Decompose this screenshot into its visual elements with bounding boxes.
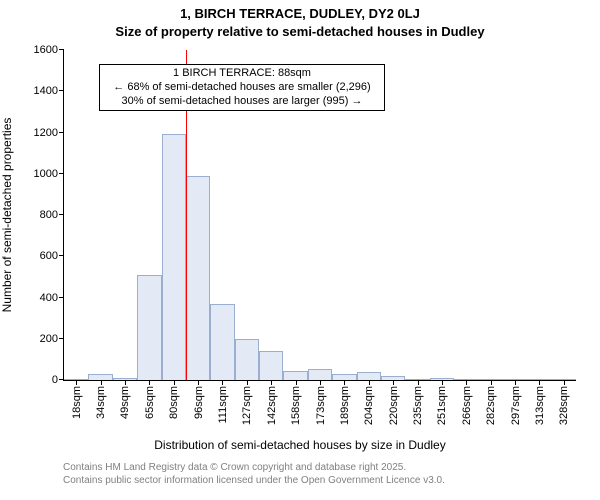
x-tick-mark (369, 380, 370, 385)
x-tick-label: 65sqm (144, 386, 156, 419)
x-tick-label: 235sqm (412, 386, 424, 425)
x-tick-mark (418, 380, 419, 385)
x-tick-mark (222, 380, 223, 385)
x-tick-label: 80sqm (168, 386, 180, 419)
histogram-bar (210, 304, 234, 380)
histogram-bar (186, 176, 210, 380)
y-tick-label: 600 (40, 250, 64, 262)
histogram-bar (137, 275, 161, 380)
x-tick-mark (149, 380, 150, 385)
histogram-bar (308, 369, 332, 380)
x-tick-mark (76, 380, 77, 385)
x-tick-label: 328sqm (558, 386, 570, 425)
x-tick-label: 313sqm (534, 386, 546, 425)
x-tick-mark (393, 380, 394, 385)
x-tick-label: 266sqm (461, 386, 473, 425)
x-tick-label: 96sqm (193, 386, 205, 419)
y-tick-label: 0 (52, 374, 64, 386)
x-tick-mark (296, 380, 297, 385)
x-tick-mark (539, 380, 540, 385)
y-axis-label: Number of semi-detached properties (0, 118, 14, 313)
x-tick-label: 282sqm (485, 386, 497, 425)
x-tick-mark (198, 380, 199, 385)
chart-title-line2: Size of property relative to semi-detach… (0, 24, 600, 39)
x-tick-mark (125, 380, 126, 385)
annotation-line: ← 68% of semi-detached houses are smalle… (104, 81, 380, 95)
y-tick-label: 800 (40, 209, 64, 221)
x-tick-mark (442, 380, 443, 385)
x-tick-mark (271, 380, 272, 385)
y-tick-label: 1200 (34, 127, 64, 139)
x-tick-mark (320, 380, 321, 385)
x-tick-mark (247, 380, 248, 385)
x-tick-mark (515, 380, 516, 385)
x-tick-mark (491, 380, 492, 385)
y-tick-label: 1000 (34, 168, 64, 180)
x-tick-mark (466, 380, 467, 385)
x-axis-label: Distribution of semi-detached houses by … (0, 438, 600, 452)
x-tick-label: 251sqm (436, 386, 448, 425)
x-tick-label: 297sqm (510, 386, 522, 425)
chart-title-line1: 1, BIRCH TERRACE, DUDLEY, DY2 0LJ (0, 6, 600, 21)
x-tick-label: 158sqm (290, 386, 302, 425)
x-tick-label: 111sqm (217, 386, 229, 424)
histogram-bar (283, 371, 307, 380)
y-tick-label: 1400 (34, 85, 64, 97)
x-tick-mark (344, 380, 345, 385)
annotation-box: 1 BIRCH TERRACE: 88sqm← 68% of semi-deta… (99, 64, 385, 111)
x-tick-mark (101, 380, 102, 385)
annotation-line: 30% of semi-detached houses are larger (… (104, 95, 380, 109)
histogram-bar (235, 339, 259, 380)
histogram-chart: 1, BIRCH TERRACE, DUDLEY, DY2 0LJ Size o… (0, 0, 600, 500)
x-tick-label: 18sqm (71, 386, 83, 419)
histogram-bar (162, 134, 186, 380)
footer-line1: Contains HM Land Registry data © Crown c… (63, 462, 406, 473)
histogram-bar (357, 372, 381, 380)
x-tick-label: 127sqm (241, 386, 253, 425)
x-tick-mark (174, 380, 175, 385)
x-tick-label: 189sqm (339, 386, 351, 425)
x-tick-label: 220sqm (388, 386, 400, 425)
plot-area: 0200400600800100012001400160018sqm34sqm4… (63, 50, 576, 381)
x-tick-mark (564, 380, 565, 385)
y-tick-label: 1600 (34, 44, 64, 56)
annotation-line: 1 BIRCH TERRACE: 88sqm (104, 67, 380, 81)
x-tick-label: 173sqm (315, 386, 327, 425)
histogram-bar (259, 351, 283, 380)
x-tick-label: 204sqm (363, 386, 375, 425)
x-tick-label: 142sqm (266, 386, 278, 425)
x-tick-label: 49sqm (119, 386, 131, 419)
x-tick-label: 34sqm (95, 386, 107, 419)
y-tick-label: 200 (40, 333, 64, 345)
footer-line2: Contains public sector information licen… (63, 475, 445, 486)
y-tick-label: 400 (40, 292, 64, 304)
